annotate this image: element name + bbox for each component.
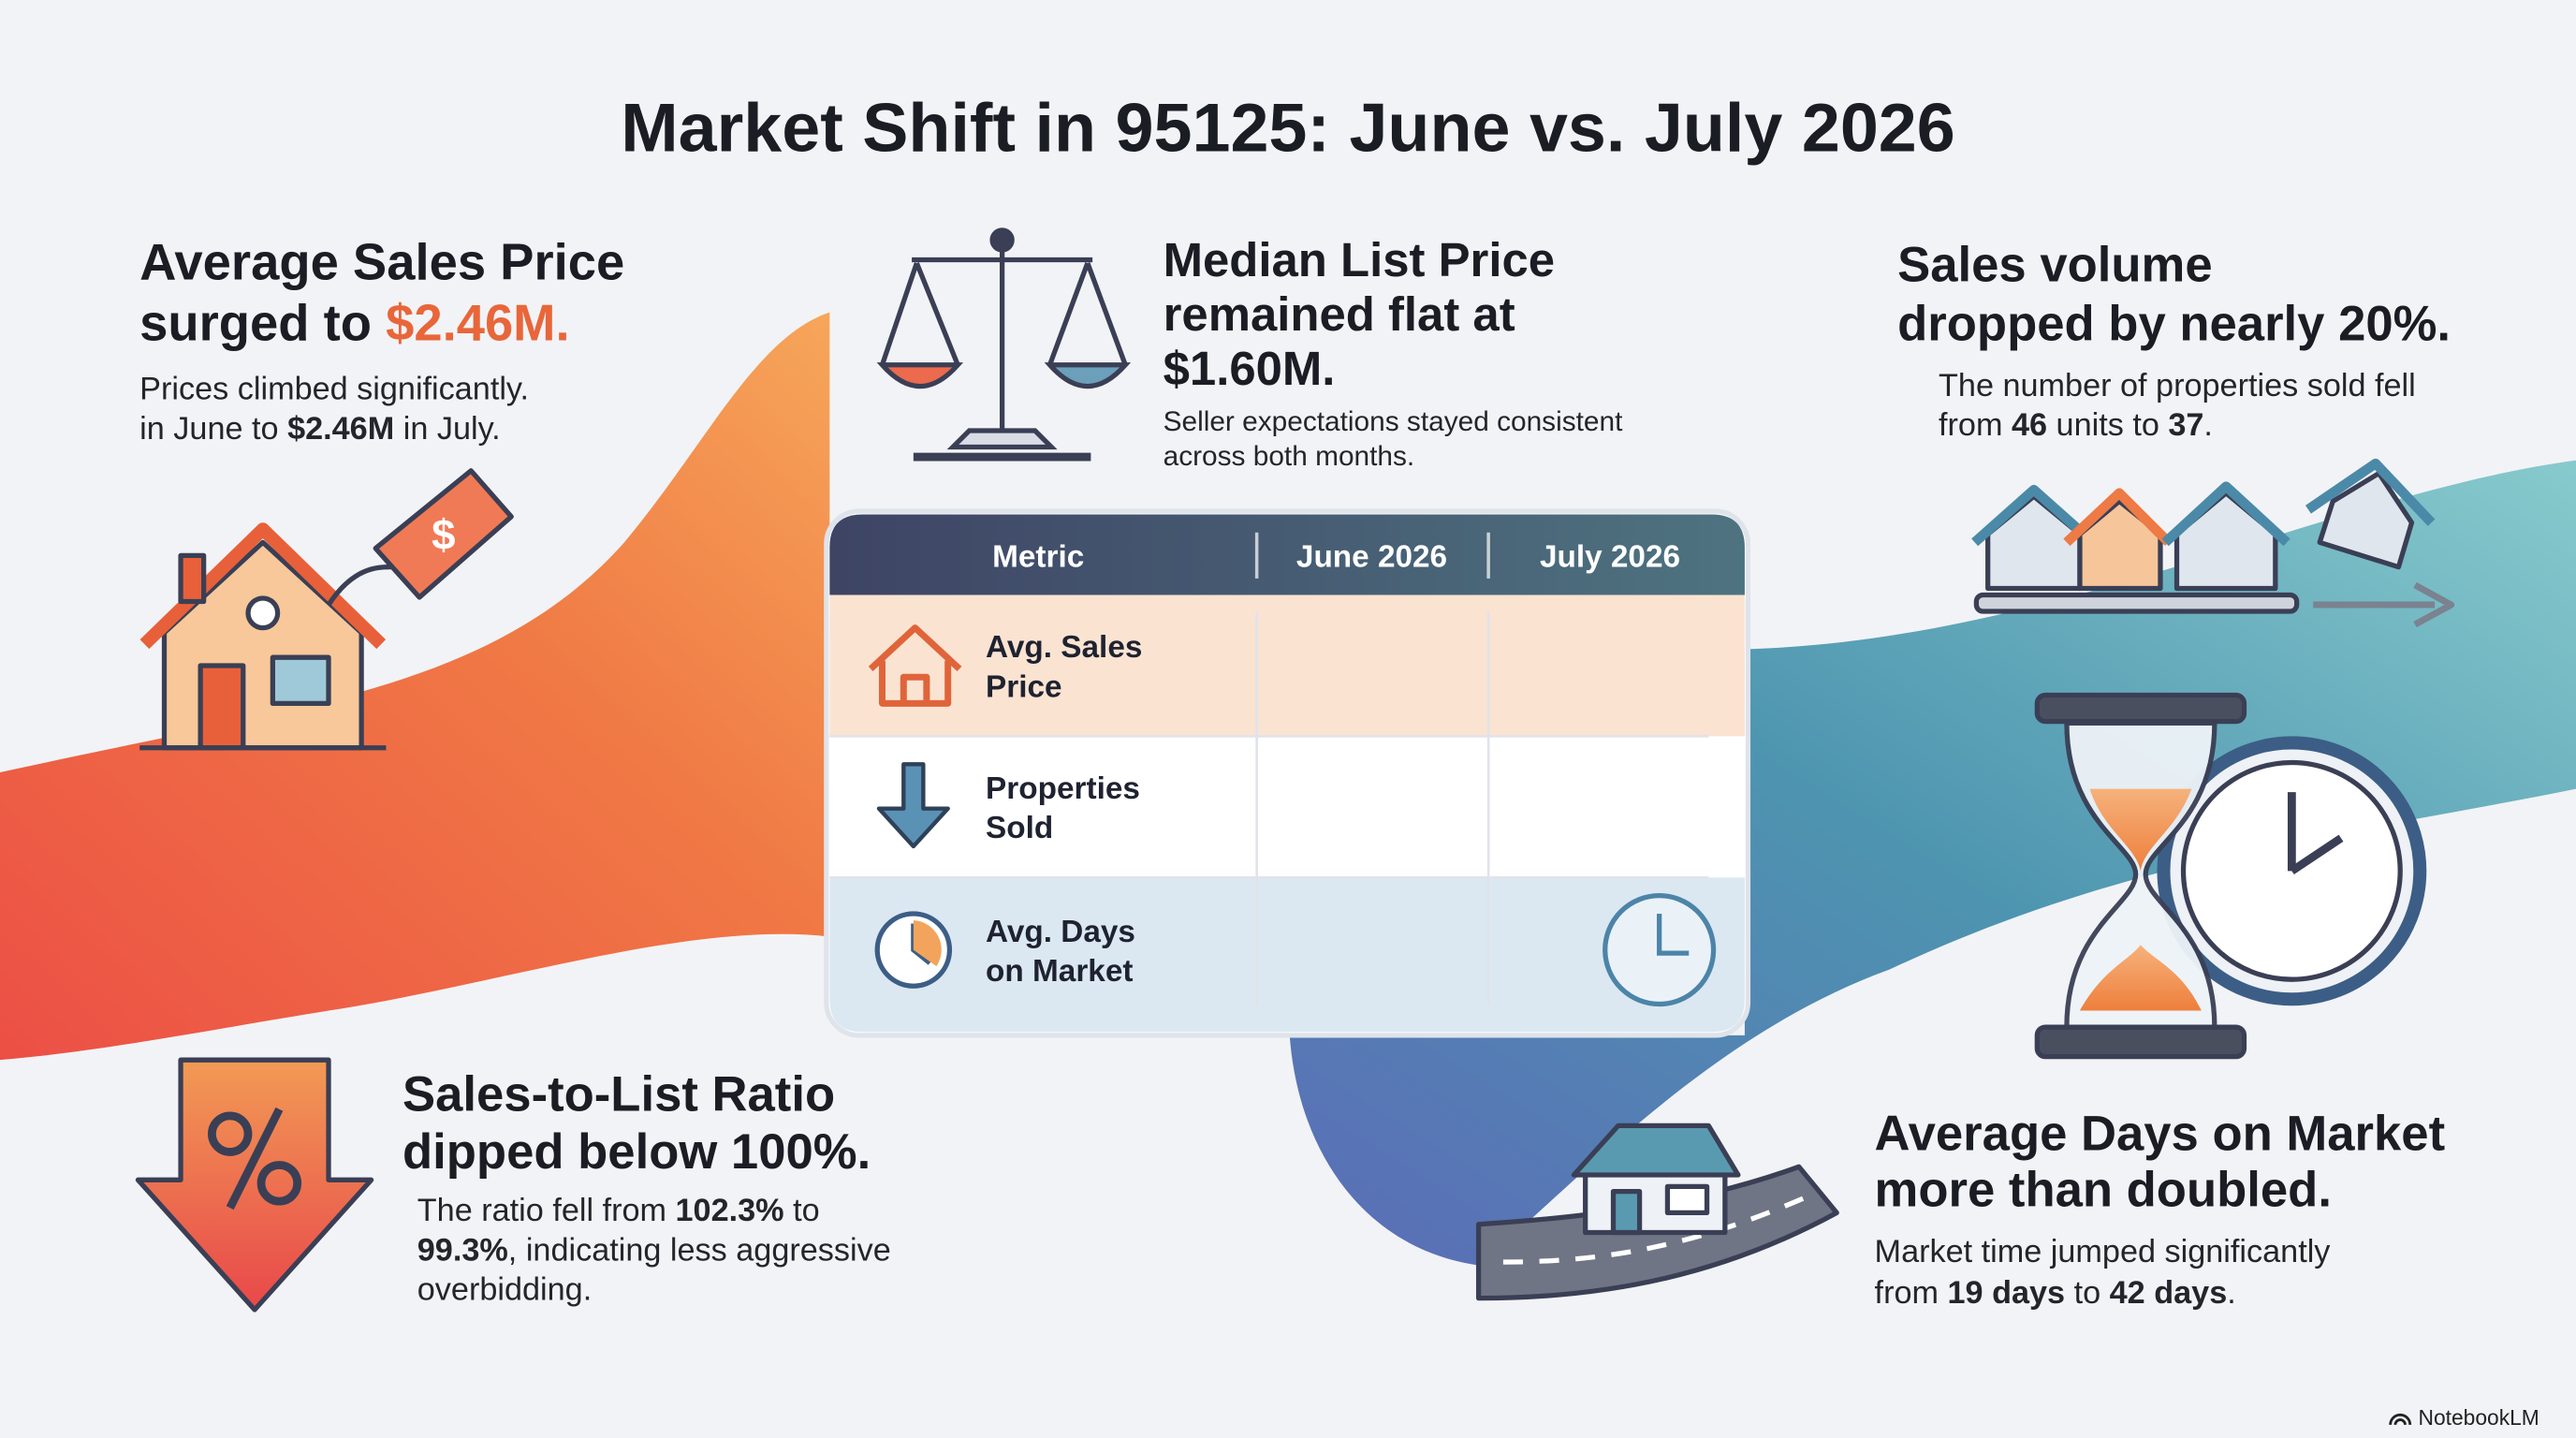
text-segment: in June to	[139, 411, 287, 447]
section-body: in June to $2.46M in July.	[139, 411, 501, 447]
text-segment: in July.	[394, 411, 500, 447]
section-body: Prices climbed significantly.	[139, 372, 529, 407]
text-segment: 46	[2012, 407, 2047, 443]
text-segment: from	[1875, 1275, 1948, 1311]
text-segment: 19 days	[1948, 1275, 2066, 1311]
text-segment: Average Sales Price	[139, 234, 624, 291]
text-segment: surged to	[139, 294, 386, 351]
title: Market Shift in 95125: June vs. July 202…	[621, 89, 1955, 167]
text-segment: dropped by nearly 20%.	[1897, 296, 2451, 351]
table: Metric June 2026 July 2026 Avg. Sales Price P…	[824, 508, 1751, 1038]
table-row-label: on Market	[986, 954, 1133, 989]
table-row	[829, 594, 1745, 737]
text-segment: $2.46M.	[386, 294, 570, 351]
table-row	[829, 736, 1745, 878]
section-heading: $1.60M.	[1164, 342, 1336, 395]
text-segment: Sales-to-List Ratio	[402, 1067, 835, 1123]
text-segment: to	[2065, 1275, 2110, 1311]
row-icon	[868, 624, 962, 707]
section-heading: Sales-to-List Ratio	[402, 1067, 835, 1123]
houses-icon	[1971, 458, 2455, 628]
section-heading: Average Days on Market	[1875, 1107, 2446, 1162]
section-heading: surged to $2.46M.	[139, 294, 569, 351]
text-segment: from	[1939, 407, 2012, 443]
table-header	[829, 514, 1745, 595]
text-segment: Seller expectations stayed consistent	[1164, 406, 1623, 437]
section-body: Seller expectations stayed consistent	[1164, 406, 1623, 437]
section-heading: remained flat at	[1164, 287, 1515, 341]
section-body: Market time jumped significantly	[1875, 1234, 2332, 1269]
section-body: from 46 units to 37.	[1939, 407, 2213, 443]
text-segment: 102.3%	[676, 1193, 784, 1228]
section-heading: Sales volume	[1897, 237, 2212, 292]
table-row-label: Sold	[986, 811, 1053, 845]
text-segment: , indicating less aggressive	[508, 1232, 891, 1268]
footer-label: NotebookLM	[2419, 1405, 2539, 1430]
text-segment: to	[784, 1193, 820, 1228]
section-body: The ratio fell from 102.3% to	[417, 1193, 820, 1228]
text-segment: $2.46M	[287, 411, 394, 447]
clock-icon	[1603, 893, 1717, 1007]
section-heading: dipped below 100%.	[402, 1124, 871, 1180]
table-row-label: Avg. Days	[986, 915, 1135, 949]
section-heading: Average Sales Price	[139, 234, 624, 291]
section-body: across both months.	[1164, 441, 1415, 472]
table-rules	[829, 611, 1709, 1006]
row-icon	[876, 762, 950, 849]
text-segment: Median List Price	[1164, 233, 1555, 286]
warm-wave	[0, 312, 830, 1061]
table-header-cell: June 2026	[1296, 540, 1447, 575]
footer: NotebookLM	[2389, 1405, 2539, 1430]
table-row	[829, 877, 1745, 1033]
text-segment: Market time jumped significantly	[1875, 1234, 2332, 1269]
text-segment: 37	[2168, 407, 2203, 443]
house-icon: $	[139, 468, 514, 751]
row-icon	[874, 911, 953, 989]
text-segment: units to	[2047, 407, 2168, 443]
table-row-label: Properties	[986, 771, 1140, 806]
section-body: 99.3%, indicating less aggressive	[417, 1232, 891, 1268]
text-segment: 42 days	[2110, 1275, 2228, 1311]
section-body: overbidding.	[417, 1271, 592, 1307]
text-segment: across both months.	[1164, 441, 1415, 472]
text-segment: remained flat at	[1164, 287, 1515, 341]
table-row-label: Avg. Sales	[986, 630, 1142, 665]
text-segment: .	[2203, 407, 2213, 443]
text-segment: dipped below 100%.	[402, 1124, 871, 1180]
section-heading: dropped by nearly 20%.	[1897, 296, 2451, 351]
text-segment: Average Days on Market	[1875, 1107, 2446, 1162]
section-body: The number of properties sold fell	[1939, 368, 2416, 404]
section-heading: more than doubled.	[1875, 1162, 2332, 1217]
cool-wave	[1289, 460, 2576, 1266]
road-house-icon	[1475, 1123, 1839, 1301]
section-heading: Median List Price	[1164, 233, 1555, 286]
text-segment: The ratio fell from	[417, 1193, 676, 1228]
text-segment: The number of properties sold fell	[1939, 368, 2416, 404]
text-segment: 99.3%	[417, 1232, 508, 1268]
table-header-cell: Metric	[992, 540, 1084, 575]
text-segment: .	[2227, 1275, 2236, 1311]
text-segment: Sales volume	[1897, 237, 2212, 292]
section-body: from 19 days to 42 days.	[1875, 1275, 2236, 1311]
scale-icon	[876, 227, 1132, 462]
text-segment: more than doubled.	[1875, 1162, 2332, 1217]
hourglass-icon	[2034, 692, 2427, 1060]
text-segment: overbidding.	[417, 1271, 592, 1307]
table-row-label: Price	[986, 669, 1062, 704]
text-segment: Prices climbed significantly.	[139, 372, 529, 407]
text-segment: $1.60M.	[1164, 342, 1336, 395]
table-header-cell: July 2026	[1540, 540, 1680, 575]
svg-text:$: $	[432, 510, 455, 558]
percent-arrow-icon	[135, 1057, 374, 1313]
